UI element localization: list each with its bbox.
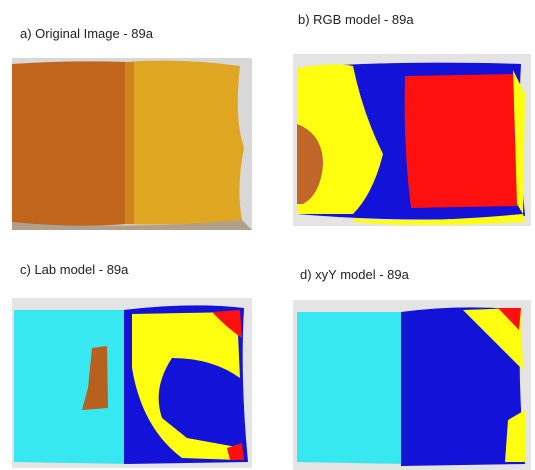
panel-label: b) RGB model - 89a: [298, 12, 414, 27]
xyy-model-image: [293, 300, 531, 470]
lab-model-image: [12, 298, 252, 468]
original-image: [12, 58, 252, 230]
rgb-model-image: [293, 54, 531, 226]
panel-label: c) Lab model - 89a: [20, 262, 128, 277]
panel-label: d) xyY model - 89a: [300, 267, 409, 282]
figure: a) Original Image - 89a b) RGB model - 8…: [0, 0, 535, 470]
panel-label: a) Original Image - 89a: [20, 26, 153, 41]
